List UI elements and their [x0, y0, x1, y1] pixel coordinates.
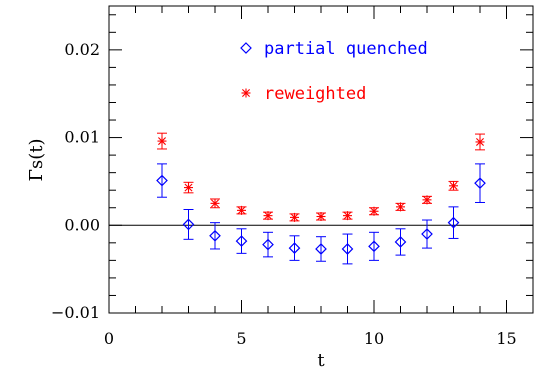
marker-stroke	[264, 211, 272, 220]
x-tick-label: 5	[236, 329, 246, 348]
marker-stroke	[449, 181, 458, 190]
data-point	[184, 183, 193, 193]
data-point	[474, 177, 486, 190]
data-point	[396, 202, 405, 212]
legend-label-partial-quenched: partial quenched	[264, 39, 428, 59]
legend-diamond-marker	[240, 42, 252, 54]
data-point	[157, 136, 167, 146]
data-point	[394, 236, 407, 248]
x-axis-label: t	[317, 350, 325, 371]
data-point	[156, 174, 168, 187]
data-point	[449, 181, 458, 191]
data-point	[315, 243, 327, 255]
legend-marker-reweighted	[241, 88, 251, 98]
data-point	[237, 205, 246, 215]
legend-label-reweighted: reweighted	[264, 84, 366, 104]
y-tick-label: 0.01	[64, 128, 100, 147]
data-point	[288, 242, 301, 254]
x-tick-label: 15	[496, 329, 516, 348]
marker-stroke	[211, 199, 219, 208]
data-point	[210, 198, 220, 208]
marker-stroke	[396, 202, 405, 211]
marker-stroke	[343, 211, 352, 220]
data-point	[475, 137, 485, 147]
marker-stroke	[158, 137, 166, 146]
marker-stroke	[423, 195, 431, 204]
data-point	[343, 211, 352, 221]
legend-asterisk-marker	[241, 88, 251, 98]
marker-stroke	[184, 183, 193, 192]
data-point	[447, 216, 460, 229]
marker-stroke	[237, 206, 246, 215]
y-tick-label: 0.02	[64, 40, 100, 59]
data-point	[421, 228, 433, 240]
marker-stroke	[370, 207, 378, 216]
y-tick-label: 0.00	[64, 215, 100, 234]
legend: partial quenched reweighted	[240, 39, 428, 104]
y-axis-label: Γs(t)	[26, 138, 47, 181]
data-point	[316, 212, 326, 222]
series-reweighted	[157, 132, 485, 222]
series-partial-quenched	[156, 163, 486, 265]
data-point	[341, 243, 354, 255]
data-point	[262, 238, 274, 251]
y-tick-label: −0.01	[51, 303, 100, 322]
marker-stroke	[476, 137, 484, 146]
legend-marker-partial-quenched	[240, 42, 252, 54]
x-tick-label: 0	[104, 329, 114, 348]
data-point	[235, 235, 248, 247]
data-point	[209, 229, 221, 242]
series-layer	[156, 132, 486, 265]
data-point	[263, 211, 273, 221]
axis-ticks: 0 5 10 15 −0.01 0.00 0.01 0.02	[51, 6, 534, 348]
marker-stroke	[242, 89, 250, 97]
data-point	[182, 218, 195, 231]
x-tick-label: 10	[364, 329, 384, 348]
data-point	[290, 212, 299, 222]
data-point	[369, 206, 379, 216]
marker-stroke	[317, 212, 325, 221]
data-point	[422, 195, 432, 205]
data-point	[368, 240, 380, 253]
marker-stroke	[290, 213, 299, 222]
